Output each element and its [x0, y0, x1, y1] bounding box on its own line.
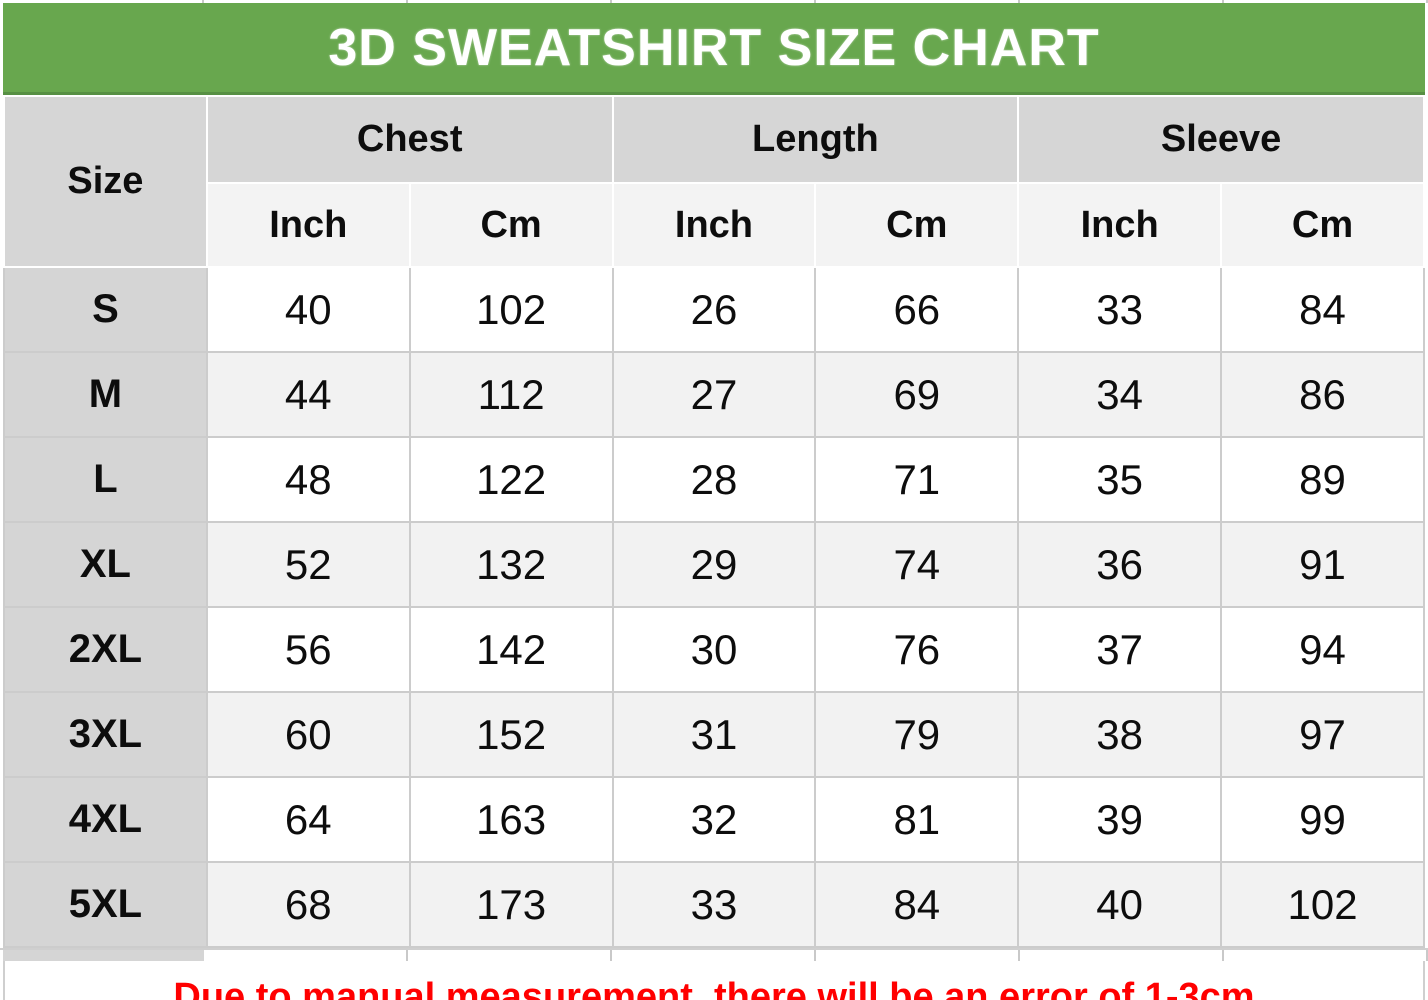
- unit-header: Inch: [1017, 182, 1223, 268]
- size-cell: M: [3, 351, 208, 438]
- size-cell: S: [3, 266, 208, 353]
- value-cell: 68: [205, 861, 411, 948]
- value-cell: 64: [205, 776, 411, 863]
- value-cell: 37: [1017, 606, 1223, 693]
- value-cell: 163: [408, 776, 614, 863]
- size-cell: 2XL: [3, 606, 208, 693]
- value-cell: 26: [611, 266, 817, 353]
- table-row-s: S 40 102 26 66 33 84: [3, 266, 1425, 353]
- unit-header: Inch: [205, 182, 411, 268]
- spreadsheet-gridline-strip-top: [0, 0, 1428, 3]
- unit-header: Cm: [408, 182, 614, 268]
- title-banner: 3D SWEATSHIRT SIZE CHART: [3, 3, 1425, 95]
- group-header-sleeve: Sleeve: [1017, 95, 1425, 184]
- table-row-l: L 48 122 28 71 35 89: [3, 436, 1425, 523]
- size-cell: 5XL: [3, 861, 208, 948]
- unit-header: Inch: [611, 182, 817, 268]
- value-cell: 69: [814, 351, 1020, 438]
- unit-header: Cm: [814, 182, 1020, 268]
- value-cell: 40: [205, 266, 411, 353]
- table-row-4xl: 4XL 64 163 32 81 39 99: [3, 776, 1425, 863]
- size-chart-table: Size Chest Length Sleeve Inch Cm Inch Cm…: [3, 95, 1425, 948]
- table-row-m: M 44 112 27 69 34 86: [3, 351, 1425, 438]
- value-cell: 122: [408, 436, 614, 523]
- value-cell: 40: [1017, 861, 1223, 948]
- size-cell: 4XL: [3, 776, 208, 863]
- group-header-chest: Chest: [205, 95, 614, 184]
- value-cell: 52: [205, 521, 411, 608]
- value-cell: 91: [1220, 521, 1425, 608]
- value-cell: 102: [408, 266, 614, 353]
- value-cell: 99: [1220, 776, 1425, 863]
- value-cell: 56: [205, 606, 411, 693]
- value-cell: 48: [205, 436, 411, 523]
- value-cell: 28: [611, 436, 817, 523]
- value-cell: 44: [205, 351, 411, 438]
- value-cell: 97: [1220, 691, 1425, 778]
- table-row-3xl: 3XL 60 152 31 79 38 97: [3, 691, 1425, 778]
- value-cell: 84: [814, 861, 1020, 948]
- spreadsheet-gridline-strip-middle: [0, 948, 1428, 961]
- value-cell: 35: [1017, 436, 1223, 523]
- value-cell: 30: [611, 606, 817, 693]
- value-cell: 94: [1220, 606, 1425, 693]
- value-cell: 86: [1220, 351, 1425, 438]
- value-cell: 27: [611, 351, 817, 438]
- table-row-xl: XL 52 132 29 74 36 91: [3, 521, 1425, 608]
- size-cell: L: [3, 436, 208, 523]
- group-header-row: Size Chest Length Sleeve: [3, 95, 1425, 268]
- value-cell: 89: [1220, 436, 1425, 523]
- value-cell: 39: [1017, 776, 1223, 863]
- page-title: 3D SWEATSHIRT SIZE CHART: [328, 18, 1100, 77]
- value-cell: 76: [814, 606, 1020, 693]
- group-header-length: Length: [611, 95, 1020, 184]
- unit-header: Cm: [1220, 182, 1425, 268]
- measurement-note: Due to manual measurement, there will be…: [173, 975, 1255, 1000]
- value-cell: 29: [611, 521, 817, 608]
- unit-header-row: Inch Cm Inch Cm Inch Cm: [4, 182, 1425, 268]
- value-cell: 173: [408, 861, 614, 948]
- table-row-5xl: 5XL 68 173 33 84 40 102: [3, 861, 1425, 948]
- value-cell: 33: [611, 861, 817, 948]
- value-cell: 66: [814, 266, 1020, 353]
- value-cell: 31: [611, 691, 817, 778]
- value-cell: 36: [1017, 521, 1223, 608]
- size-cell: 3XL: [3, 691, 208, 778]
- value-cell: 79: [814, 691, 1020, 778]
- value-cell: 81: [814, 776, 1020, 863]
- value-cell: 60: [205, 691, 411, 778]
- value-cell: 38: [1017, 691, 1223, 778]
- size-column-sliver: [3, 950, 204, 961]
- value-cell: 34: [1017, 351, 1223, 438]
- value-cell: 102: [1220, 861, 1425, 948]
- value-cell: 142: [408, 606, 614, 693]
- value-cell: 71: [814, 436, 1020, 523]
- table-row-2xl: 2XL 56 142 30 76 37 94: [3, 606, 1425, 693]
- value-cell: 152: [408, 691, 614, 778]
- value-cell: 112: [408, 351, 614, 438]
- value-cell: 84: [1220, 266, 1425, 353]
- size-cell: XL: [3, 521, 208, 608]
- value-cell: 32: [611, 776, 817, 863]
- measurement-note-row: Due to manual measurement, there will be…: [3, 961, 1425, 1000]
- value-cell: 33: [1017, 266, 1223, 353]
- value-cell: 74: [814, 521, 1020, 608]
- size-column-header: Size: [3, 95, 208, 268]
- value-cell: 132: [408, 521, 614, 608]
